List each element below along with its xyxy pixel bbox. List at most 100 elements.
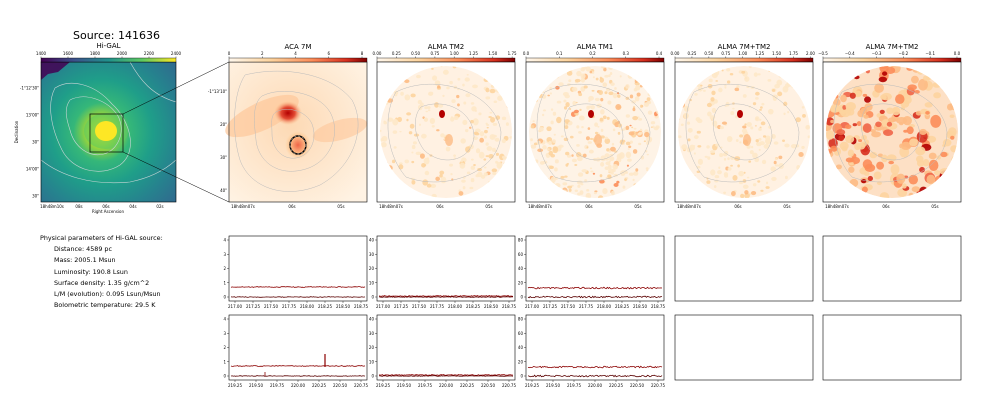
spectrum-xtick-label: 219.75 (270, 383, 284, 388)
alma-panel-frame-3 (525, 61, 665, 203)
spectrum-ytick-label: 60 (518, 252, 524, 257)
params-header: Physical parameters of Hi-GAL source: (40, 234, 163, 242)
spectrum-ytick-label: 0 (371, 295, 374, 300)
spectrum-ytick-label: 40 (369, 317, 375, 322)
spectrum-xtick-label: 217.00 (525, 304, 539, 309)
spectrum-xtick-label: 219.25 (525, 383, 539, 388)
spectrum-ytick-label: 80 (518, 317, 524, 322)
aca-xtick-label: 05s (337, 204, 344, 209)
spectrum-ytick-label: 2 (223, 345, 226, 350)
spectrum-xtick-label: 220.00 (439, 383, 453, 388)
spectrum-ytick-label: 0 (223, 295, 226, 300)
higal-xtick-label: 02s (156, 204, 163, 209)
spectrum-ytick-label: 0 (223, 374, 226, 379)
aca-ytick-label: -1°13'10" (208, 89, 227, 94)
colorbar-tick-label: 0.50 (704, 51, 713, 56)
spectrum-ytick-label: 20 (518, 280, 524, 285)
spectrum-xtick-label: 219.75 (567, 383, 581, 388)
spectrum-trace-lower (527, 295, 663, 299)
higal-ylabel: Declination (14, 120, 19, 143)
spectrum-ytick-label: 4 (223, 238, 226, 243)
physical-parameters: Physical parameters of Hi-GAL source: Di… (40, 233, 163, 311)
colorbar-tick-label: 0.0 (523, 51, 530, 56)
source-title: Source: 141636 (73, 29, 160, 42)
alma-panel-frame-2 (376, 61, 516, 203)
spectrum-trace-lower (230, 375, 366, 377)
spectrum-panel (822, 235, 962, 302)
spectrum-xtick-label: 220.50 (333, 383, 347, 388)
colorbar-tick-label: 1800 (90, 51, 101, 56)
panel-title-0: Hi-GAL (96, 42, 121, 50)
colorbar-tick-label: 1.25 (755, 51, 764, 56)
spectrum-xtick-label: 218.25 (466, 304, 480, 309)
colorbar-tick-label: 1.25 (469, 51, 478, 56)
colorbar-1 (228, 57, 368, 63)
param-mass: Mass: 2005.1 Msun (54, 256, 116, 265)
spectrum-xtick-label: 219.50 (249, 383, 263, 388)
colorbar-tick-label: 1400 (36, 51, 47, 56)
alma-xtick-label: 05s (931, 204, 938, 209)
alma-xtick-label: 06s (882, 204, 889, 209)
colorbar-tick-label: −0.2 (899, 51, 909, 56)
colorbar-5 (822, 57, 962, 63)
spectrum-ytick-label: 30 (369, 331, 375, 336)
spectrum-trace-upper (230, 286, 366, 288)
alma-panel-frame-5 (822, 61, 962, 203)
alma-xtick-label: 06s (436, 204, 443, 209)
alma-xtick-label: 05s (485, 204, 492, 209)
spectrum-ytick-label: 40 (518, 345, 524, 350)
colorbar-tick-label: 6 (327, 51, 330, 56)
alma-xtick-label: 05s (634, 204, 641, 209)
colorbar-tick-label: −0.1 (925, 51, 935, 56)
colorbar-tick-label: 1600 (63, 51, 74, 56)
colorbar-tick-label: 2200 (144, 51, 155, 56)
colorbar-tick-label: 2 (261, 51, 264, 56)
aca-7m-image (225, 62, 368, 202)
spectrum-xtick-label: 217.00 (376, 304, 390, 309)
colorbar-tick-label: 0.3 (623, 51, 630, 56)
spectrum-xtick-label: 218.00 (597, 304, 611, 309)
spectrum-xtick-label: 217.25 (394, 304, 408, 309)
alma-xtick-label: 06s (585, 204, 592, 209)
spectrum-xtick-label: 217.50 (412, 304, 426, 309)
param-luminosity: Luminosity: 190.8 Lsun (54, 267, 128, 276)
spectrum-xtick-label: 218.75 (354, 304, 368, 309)
alma-panel-frame-4 (674, 61, 814, 203)
aca-ytick-label: 40" (220, 188, 227, 193)
colorbar-tick-label: 0 (228, 51, 231, 56)
spectrum-xtick-label: 217.25 (543, 304, 557, 309)
higal-ytick-label: 30" (32, 140, 39, 145)
spectrum-ytick-label: 40 (518, 266, 524, 271)
colorbar-tick-label: 2000 (117, 51, 128, 56)
spectrum-xtick-label: 217.75 (430, 304, 444, 309)
spectrum-xtick-label: 218.50 (484, 304, 498, 309)
colorbar-3 (525, 57, 665, 63)
spectrum-ytick-label: 10 (369, 359, 375, 364)
spectrum-ytick-label: 0 (520, 295, 523, 300)
spectrum-xtick-label: 218.50 (336, 304, 350, 309)
spectrum-xtick-label: 219.25 (376, 383, 390, 388)
colorbar-tick-label: 0.50 (411, 51, 420, 56)
panel-title-4: ALMA 7M+TM2 (717, 43, 771, 51)
spectrum-trace-lower (230, 296, 366, 298)
spectrum-trace-upper (378, 374, 514, 376)
higal-ytick-label: 13'00" (26, 113, 39, 118)
colorbar-tick-label: 0.00 (373, 51, 382, 56)
higal-xtick-label: 06s (102, 204, 109, 209)
alma-xtick-label: 18h48m07s (379, 204, 403, 209)
spectrum-xtick-label: 219.75 (418, 383, 432, 388)
spectrum-xtick-label: 220.25 (609, 383, 623, 388)
spectrum-xtick-label: 218.25 (615, 304, 629, 309)
higal-xlabel: Right Ascension (92, 209, 124, 214)
alma-xtick-label: 05s (783, 204, 790, 209)
colorbar-tick-label: 2400 (171, 51, 182, 56)
param-distance: Distance: 4589 pc (54, 245, 112, 254)
spectrum-xtick-label: 217.75 (579, 304, 593, 309)
param-bolometric-temperature: Bolometric temperature: 29.5 K (54, 301, 156, 310)
spectrum-xtick-label: 220.25 (460, 383, 474, 388)
spectrum-xtick-label: 217.75 (282, 304, 296, 309)
colorbar-tick-label: 0.75 (430, 51, 439, 56)
spectrum-ytick-label: 80 (518, 238, 524, 243)
panel-title-3: ALMA TM1 (576, 43, 614, 51)
